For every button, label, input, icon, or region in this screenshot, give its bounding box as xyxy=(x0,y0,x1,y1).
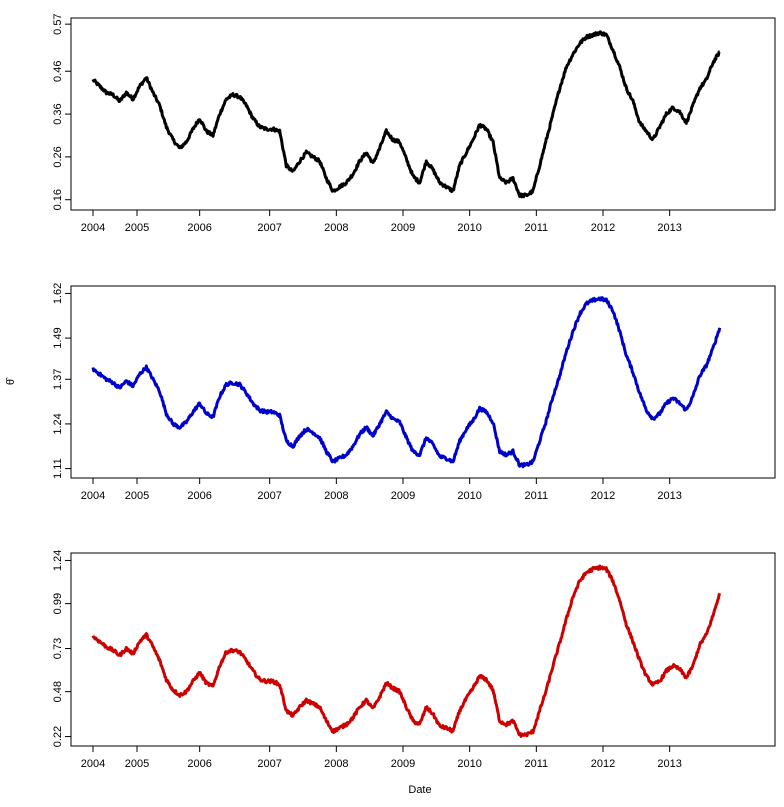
x-tick-label: 2007 xyxy=(257,222,281,234)
series-line xyxy=(91,564,722,738)
x-tick-label: 2012 xyxy=(591,490,615,502)
x-tick-label: 2006 xyxy=(187,758,211,770)
y-tick-label: 0.46 xyxy=(52,61,64,82)
x-tick-label: 2005 xyxy=(125,758,149,770)
x-tick-label: 2009 xyxy=(391,222,415,234)
x-tick-label: 2006 xyxy=(187,490,211,502)
x-tick-label: 2013 xyxy=(657,758,681,770)
x-axis-label: Date xyxy=(408,784,431,796)
y-axis-label: θ̂ xyxy=(5,377,17,385)
panel-top: 0.16 0.26 0.36 0.46 0.57 2004 2005 2006 2007 2008… xyxy=(52,13,776,234)
x-tick-label: 2007 xyxy=(257,758,281,770)
y-tick-label: 0.16 xyxy=(52,189,64,210)
series-line xyxy=(91,30,721,199)
x-tick-label: 2010 xyxy=(457,758,481,770)
x-tick-label: 2012 xyxy=(591,758,615,770)
series-line xyxy=(91,296,722,469)
y-tick-label: 0.36 xyxy=(52,103,64,124)
x-tick-label: 2008 xyxy=(324,758,348,770)
y-tick-label: 0.22 xyxy=(52,726,64,747)
plot-frame xyxy=(70,552,776,747)
panel-bottom: 0.22 0.48 0.73 0.99 1.24 2004 2005 2006 2007 2008… xyxy=(52,550,776,796)
y-tick-label: 0.26 xyxy=(52,146,64,167)
x-tick-label: 2004 xyxy=(81,222,105,234)
y-tick-label: 0.73 xyxy=(52,638,64,659)
x-tick-label: 2011 xyxy=(525,758,549,770)
y-tick-label: 1.62 xyxy=(52,283,64,304)
y-tick-label: 1.24 xyxy=(52,550,64,571)
x-tick-label: 2004 xyxy=(81,490,105,502)
x-tick-label: 2012 xyxy=(591,222,615,234)
x-tick-label: 2009 xyxy=(391,490,415,502)
x-tick-label: 2006 xyxy=(187,222,211,234)
y-tick-label: 0.57 xyxy=(52,13,64,34)
x-tick-label: 2005 xyxy=(125,490,149,502)
x-tick-label: 2008 xyxy=(324,490,348,502)
panel-middle: 1.11 1.24 1.37 1.49 1.62 2004 2005 2006 2007 2008… xyxy=(5,283,776,502)
x-tick-label: 2007 xyxy=(257,490,281,502)
y-tick-label: 1.24 xyxy=(52,413,64,434)
y-tick-label: 1.37 xyxy=(52,369,64,390)
plot-frame xyxy=(70,285,776,479)
x-tick-label: 2011 xyxy=(525,222,549,234)
x-tick-label: 2008 xyxy=(324,222,348,234)
x-tick-label: 2010 xyxy=(457,222,481,234)
x-tick-label: 2010 xyxy=(457,490,481,502)
x-tick-label: 2004 xyxy=(81,758,105,770)
x-tick-label: 2005 xyxy=(125,222,149,234)
x-tick-label: 2009 xyxy=(391,758,415,770)
x-tick-label: 2013 xyxy=(657,222,681,234)
y-tick-label: 0.99 xyxy=(52,593,64,614)
y-tick-label: 1.11 xyxy=(52,458,64,479)
x-tick-label: 2011 xyxy=(525,490,549,502)
x-tick-label: 2013 xyxy=(657,490,681,502)
y-tick-label: 1.49 xyxy=(52,327,64,348)
y-tick-label: 0.48 xyxy=(52,681,64,702)
